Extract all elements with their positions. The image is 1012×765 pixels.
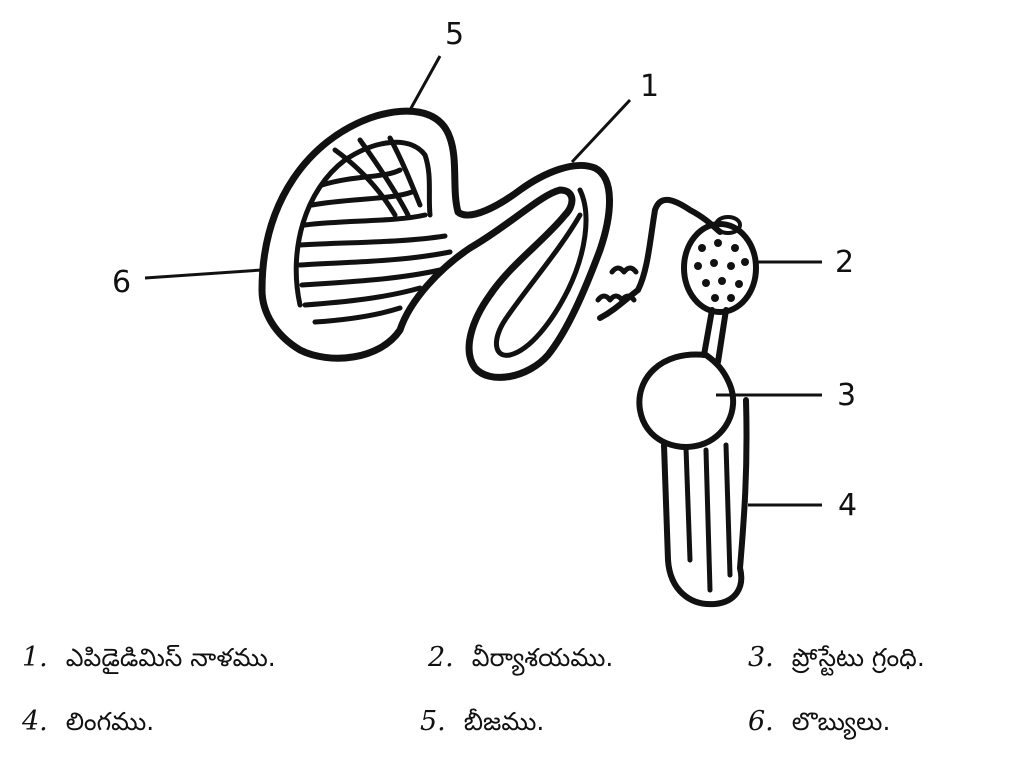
diagram-label-1: 1 bbox=[640, 69, 659, 104]
legend-number: 6. bbox=[748, 706, 774, 737]
prostate-gland-outline bbox=[636, 351, 737, 450]
penis-outline bbox=[661, 397, 750, 608]
legend-text: లొబ్యులు. bbox=[791, 707, 891, 736]
diagram-label-2: 2 bbox=[835, 245, 854, 280]
seminal-vesicle-dots bbox=[694, 239, 749, 302]
legend-item-3: 3. ప్రోస్టేటు గ్రంధి. bbox=[748, 642, 925, 679]
legend: 1. ఎపిడైడిమిస్ నాళము. 2. వీర్యాశయము. 3. … bbox=[0, 620, 1012, 765]
diagram-label-5: 5 bbox=[445, 17, 464, 52]
legend-text: ప్రోస్టేటు గ్రంధి. bbox=[791, 643, 925, 672]
legend-text: ఎపిడైడిమిస్ నాళము. bbox=[65, 643, 276, 672]
legend-number: 5. bbox=[420, 706, 446, 737]
testis-outline bbox=[258, 107, 613, 381]
leader-line-1 bbox=[570, 98, 632, 164]
vas-deferens-bumps bbox=[595, 265, 639, 303]
legend-text: బీజము. bbox=[463, 707, 545, 736]
legend-number: 2. bbox=[428, 642, 454, 673]
reproductive-system-diagram: 5 1 6 2 3 4 bbox=[112, 17, 857, 608]
legend-text: లింగము. bbox=[65, 707, 155, 736]
ejaculatory-duct bbox=[701, 307, 729, 365]
diagram-label-3: 3 bbox=[837, 378, 856, 413]
leader-line-6 bbox=[144, 268, 263, 280]
penis-inner bbox=[683, 442, 733, 593]
diagram-label-4: 4 bbox=[838, 488, 857, 523]
legend-number: 3. bbox=[748, 642, 774, 673]
epididymis-inner-loop bbox=[494, 187, 589, 358]
legend-item-1: 1. ఎపిడైడిమిస్ నాళము. bbox=[22, 642, 276, 679]
leader-line-5 bbox=[408, 55, 442, 111]
legend-item-4: 4. లింగము. bbox=[22, 706, 154, 743]
diagram-label-6: 6 bbox=[112, 265, 131, 300]
legend-item-5: 5. బీజము. bbox=[420, 706, 544, 743]
seminal-vesicle-outline bbox=[681, 221, 759, 315]
legend-item-2: 2. వీర్యాశయము. bbox=[428, 642, 613, 679]
legend-number: 4. bbox=[22, 706, 48, 737]
lobules bbox=[297, 135, 453, 325]
legend-text: వీర్యాశయము. bbox=[471, 643, 614, 672]
legend-number: 1. bbox=[22, 642, 48, 673]
vas-deferens bbox=[597, 196, 723, 321]
legend-item-6: 6. లొబ్యులు. bbox=[748, 706, 890, 743]
